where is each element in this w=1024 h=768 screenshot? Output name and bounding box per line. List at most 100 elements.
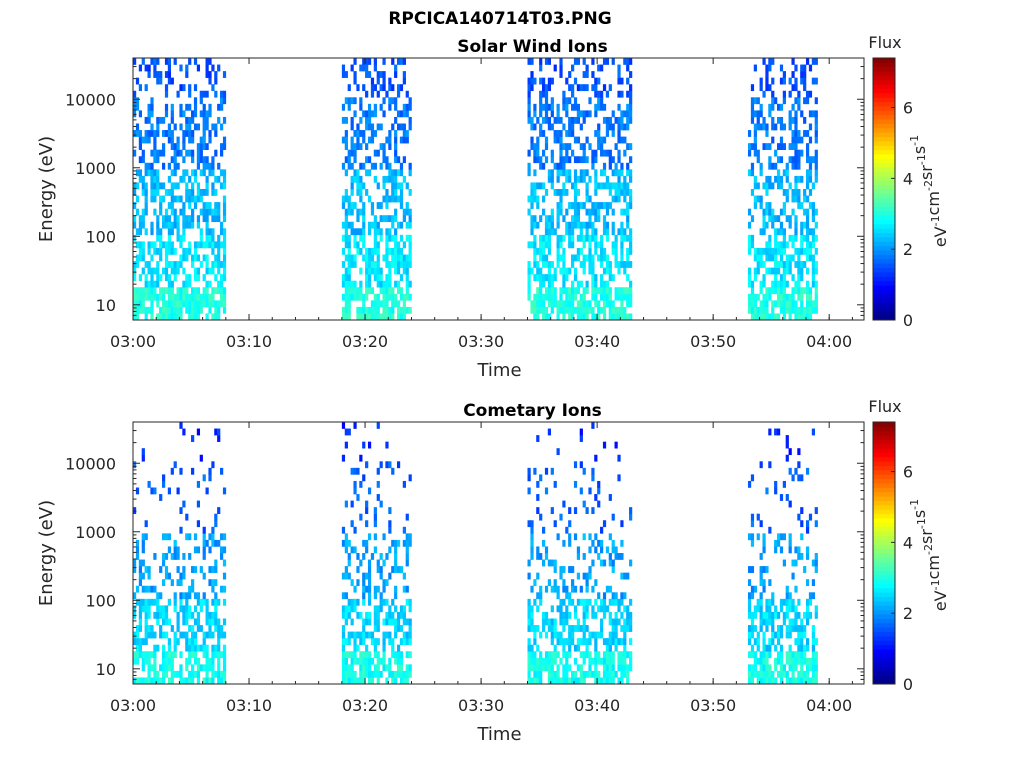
flux-cell [779, 247, 784, 255]
flux-cell [582, 234, 586, 242]
flux-cell [214, 611, 218, 619]
flux-cell [167, 247, 172, 255]
flux-cell [396, 261, 401, 268]
flux-cell [576, 287, 581, 295]
flux-cell [608, 123, 612, 131]
flux-cell [547, 228, 552, 236]
flux-cell [750, 280, 755, 288]
flux-cell [376, 293, 380, 301]
flux-cell [797, 448, 801, 456]
flux-cell [602, 267, 607, 275]
flux-cell [385, 254, 389, 262]
flux-cell [162, 480, 166, 488]
flux-cell [173, 274, 177, 281]
flux-cell [344, 234, 348, 242]
flux-cell [191, 306, 195, 314]
flux-cell [191, 670, 195, 678]
flux-cell [808, 657, 813, 665]
flux-cell [747, 208, 752, 216]
flux-cell [176, 670, 180, 678]
flux-cell [568, 97, 572, 105]
flux-cell [176, 162, 180, 170]
flux-cell [388, 247, 392, 255]
flux-cell [396, 670, 401, 678]
flux-cell [188, 677, 192, 685]
flux-cell [167, 306, 172, 314]
flux-cell [356, 169, 360, 177]
flux-cell [164, 103, 169, 111]
flux-cell [167, 664, 172, 672]
flux-cell [353, 598, 357, 606]
flux-cell [135, 228, 140, 236]
flux-cell [623, 638, 627, 645]
flux-cell [527, 677, 531, 685]
flux-cell [530, 77, 534, 85]
flux-cell [559, 513, 563, 521]
flux-cell [405, 202, 409, 209]
flux-cell [144, 306, 148, 314]
flux-cell [205, 228, 209, 236]
flux-cell [135, 546, 140, 554]
flux-cell [208, 58, 212, 65]
flux-cell [782, 261, 786, 268]
colorbar-swatch [873, 276, 895, 282]
flux-cell [750, 293, 755, 301]
flux-cell [182, 228, 186, 236]
flux-cell [196, 592, 201, 600]
flux-cell [347, 221, 351, 229]
flux-cell [779, 254, 784, 262]
flux-cell [556, 638, 560, 645]
flux-cell [402, 611, 406, 619]
colorbar-swatch [873, 298, 895, 303]
flux-cell [614, 611, 618, 619]
flux-cell [370, 130, 375, 137]
flux-cell [373, 313, 377, 321]
flux-cell [402, 480, 406, 488]
flux-cell [594, 638, 598, 645]
flux-cell [808, 228, 813, 236]
flux-cell [562, 90, 566, 98]
flux-cell [591, 58, 595, 65]
flux-cell [164, 84, 169, 92]
flux-cell [356, 293, 360, 301]
flux-cell [182, 254, 186, 262]
flux-cell [747, 306, 752, 314]
flux-cell [402, 638, 406, 645]
flux-cell [623, 572, 627, 580]
flux-cell [562, 97, 566, 105]
flux-cell [133, 103, 137, 111]
flux-cell [539, 267, 543, 275]
flux-cell [150, 97, 154, 105]
flux-cell [147, 261, 151, 268]
flux-cell [202, 136, 206, 144]
flux-cell [559, 234, 563, 242]
flux-cell [208, 625, 212, 632]
flux-cell [565, 143, 569, 150]
flux-cell [600, 287, 604, 295]
flux-cell [805, 526, 810, 534]
flux-cell [376, 221, 380, 229]
flux-cell [747, 651, 752, 659]
flux-cell [811, 579, 815, 587]
flux-cell [597, 215, 601, 223]
flux-cell [805, 215, 810, 223]
flux-cell [611, 208, 615, 216]
flux-cell [791, 474, 795, 482]
flux-cell [405, 664, 409, 672]
flux-cell [753, 254, 757, 262]
flux-cell [762, 182, 766, 190]
flux-cell [176, 143, 180, 150]
unit-base: cm [924, 555, 943, 579]
flux-cell [396, 644, 401, 652]
flux-cell [565, 287, 569, 295]
flux-cell [341, 202, 346, 209]
flux-cell [179, 664, 183, 672]
colorbar-tick-label: 0 [903, 311, 913, 330]
flux-cell [782, 169, 786, 177]
flux-cell [756, 313, 760, 321]
flux-cell [391, 306, 395, 314]
flux-cell [382, 618, 386, 626]
colorbar-swatch [873, 215, 895, 220]
flux-cell [365, 611, 369, 619]
flux-cell [620, 539, 624, 547]
